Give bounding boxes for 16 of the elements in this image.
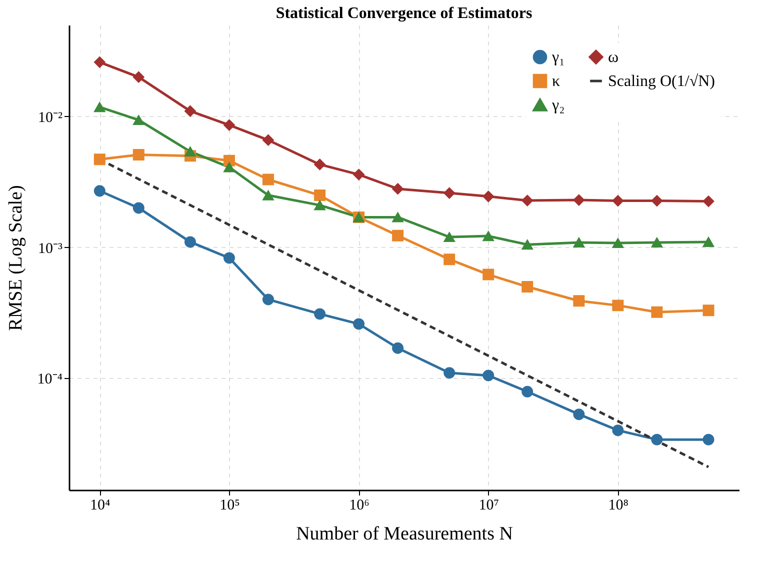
x-tick-label: 10⁶ — [349, 498, 370, 514]
legend-label: ω — [608, 49, 619, 66]
x-tick-label: 10⁸ — [608, 498, 629, 514]
x-tick-label: 10⁴ — [90, 498, 110, 514]
x-axis-title: Number of Measurements N — [296, 524, 514, 544]
x-tick-label: 10⁵ — [220, 498, 240, 514]
y-axis-title: RMSE (Log Scale) — [5, 185, 26, 331]
y-tick-label: 10⁻³ — [38, 240, 63, 257]
legend-label: γ₁ — [551, 49, 565, 66]
y-tick-label: 10⁻⁴ — [37, 372, 62, 388]
legend-label: γ₂ — [551, 97, 565, 114]
x-tick-label: 10⁷ — [478, 498, 499, 514]
legend-label: κ — [552, 73, 560, 90]
chart-title: Statistical Convergence of Estimators — [276, 5, 532, 22]
legend-label: Scaling O(1/√N) — [608, 73, 715, 90]
y-tick-label: 10⁻² — [38, 110, 63, 126]
